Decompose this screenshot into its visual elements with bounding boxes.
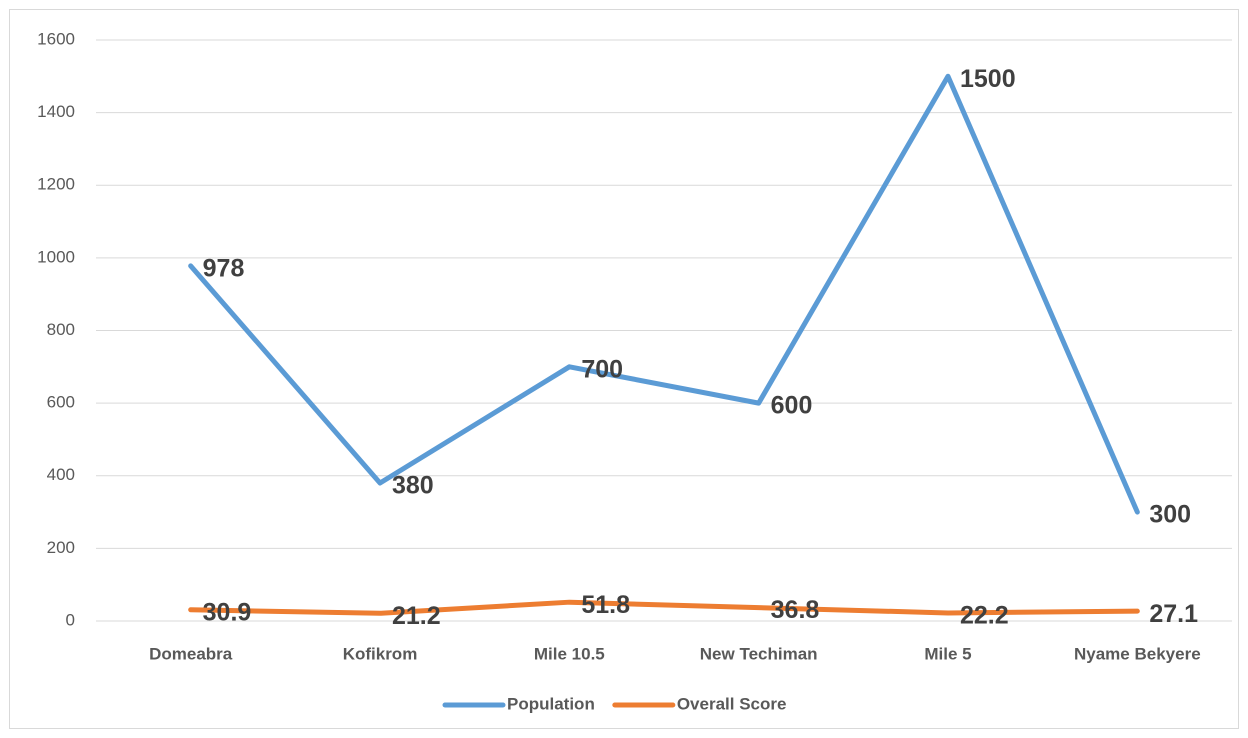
data-label: 380	[392, 472, 434, 500]
data-label: 1500	[960, 65, 1016, 93]
y-tick-label: 0	[66, 610, 75, 629]
x-tick-label: Mile 10.5	[534, 644, 605, 663]
data-label: 27.1	[1149, 600, 1198, 628]
x-tick-label: Nyame Bekyere	[1074, 644, 1201, 663]
data-label: 22.2	[960, 602, 1009, 630]
data-label: 300	[1149, 501, 1191, 529]
series-line	[188, 599, 1140, 616]
y-tick-label: 200	[47, 538, 75, 557]
x-tick-label: Mile 5	[924, 644, 971, 663]
data-label: 36.8	[771, 596, 820, 624]
data-label: 978	[203, 254, 245, 282]
y-tick-label: 1200	[37, 175, 75, 194]
legend-label: Population	[507, 694, 595, 713]
data-label: 21.2	[392, 602, 441, 630]
data-label: 30.9	[203, 598, 252, 626]
y-tick-label: 600	[47, 393, 75, 412]
x-tick-label: New Techiman	[700, 644, 818, 663]
data-label: 700	[581, 355, 623, 383]
data-label: 600	[771, 392, 813, 420]
data-label: 51.8	[581, 591, 630, 619]
series-line	[188, 73, 1140, 515]
y-tick-label: 1600	[37, 29, 75, 48]
x-tick-label: Domeabra	[149, 644, 233, 663]
x-tick-label: Kofikrom	[343, 644, 418, 663]
y-tick-label: 1000	[37, 247, 75, 266]
y-tick-label: 800	[47, 320, 75, 339]
legend-label: Overall Score	[677, 694, 787, 713]
y-tick-label: 400	[47, 465, 75, 484]
y-tick-label: 1400	[37, 102, 75, 121]
